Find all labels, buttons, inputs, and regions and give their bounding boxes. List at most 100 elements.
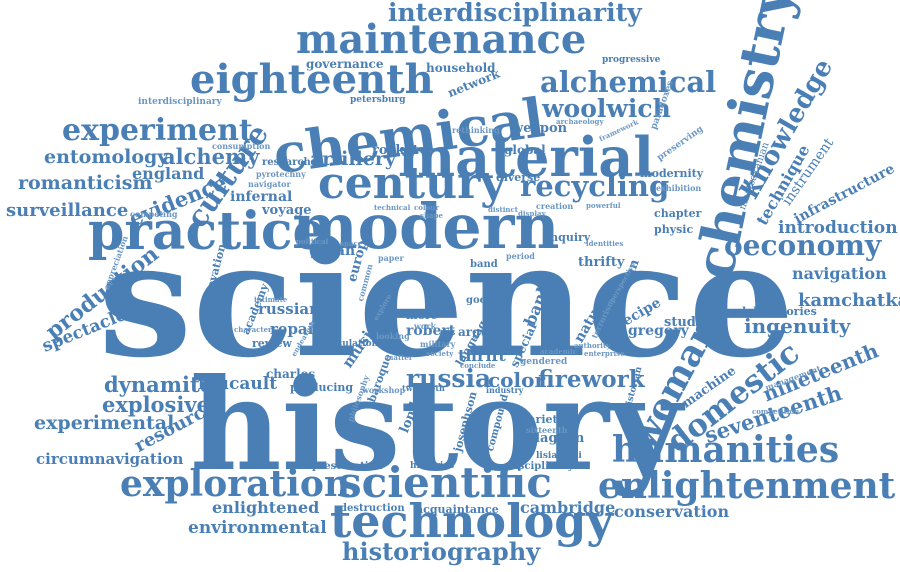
word-work: work [414,321,436,331]
word-conclude: conclude [460,361,496,370]
word-ingenuity: ingenuity [744,314,851,338]
word-chapter: chapter [654,207,702,220]
word-colour: colour [414,203,440,212]
word-recycling: recycling [520,169,670,203]
word-thrift: thrift [458,346,506,365]
word-archaeology: archaeology [556,117,604,126]
word-russia: russia [406,364,492,393]
word-cambridge: cambridge [520,498,616,517]
word-entomology: entomology [44,146,169,168]
word-review: review [252,337,292,350]
word-repair: repair [270,320,322,338]
word-band: band [470,259,498,270]
word-intimate: intimate [254,295,288,304]
word-infernal: infernal [230,189,293,205]
word-household: household [426,61,496,75]
word-diverse: diverse [496,171,541,184]
word-rethinking: rethinking [452,125,500,135]
word-sixteenth: sixteenth [526,425,568,435]
word-powerful: powerful [586,201,621,210]
word-practice: practice [88,201,326,262]
word-romanticism: romanticism [18,172,153,194]
word-period: period [506,251,535,261]
word-modern: modern [292,190,560,263]
word-weapon: weapon [512,121,568,136]
word-preservation: preservation [312,461,383,472]
word-enlightenment: enlightenment [598,465,896,507]
word-academic: academic [540,347,578,356]
word-histories: histories [410,461,455,471]
word-society: society [426,349,454,358]
word-voyage: voyage [262,203,312,218]
word-gregory: gregory [628,323,689,339]
word-matter: matter [386,353,413,362]
word-foucault: foucault [198,374,278,394]
word-more: more [406,309,438,322]
word-competing: competing [130,209,178,219]
word-experiment: experiment [62,113,253,148]
word-surveillance: surveillance [6,200,129,221]
word-history: history [190,351,683,499]
word-producing: producing [290,381,354,394]
word-explosive: explosive [102,392,210,417]
word-kamchatka: kamchatka [798,290,900,311]
word-paper: paper [378,253,404,263]
word-century: century [318,158,506,209]
word-introduction: introduction [778,218,898,238]
word-technical: technical [374,203,411,212]
word-alchemical: alchemical [540,65,717,99]
word-oeconomy: oeconomy [724,229,882,262]
word-dynamite: dynamite [104,372,214,397]
word-rocket: rocket [372,143,419,158]
word-maintenance: maintenance [296,16,587,63]
word-alchemy: alchemy [162,144,260,169]
word-political: political [296,237,329,246]
word-environmental: environmental [188,518,327,538]
word-variety: variety [522,413,564,426]
word-character: character [234,325,272,334]
word-exploration: exploration [120,463,351,505]
word-charles: charles [266,367,316,381]
word-england: england [132,164,205,183]
word-competition: competition [752,407,800,416]
word-historiography: historiography [342,537,541,566]
word-pyrotechny: pyrotechny [256,169,306,179]
word-enterprise: enterprise [584,349,625,358]
word-display: display [518,209,546,218]
word-experimental: experimental [34,412,175,434]
word-color: color [488,368,545,392]
word-thrifty: thrifty [578,255,625,270]
word-looking: looking [376,331,410,341]
word-authority: authority [574,341,611,350]
word-interdisciplinarity: interdisciplinarity [388,0,642,27]
word-workshop: workshop [362,385,406,395]
word-disciplinary: disciplinary [508,461,574,472]
word-russian: russian [258,300,321,318]
word-distinct: distinct [488,205,518,214]
word-destruction: destruction [340,503,405,514]
word-woolwich: woolwich [542,94,671,123]
word-studies: studies [664,315,717,330]
word-petersburg: petersburg [350,95,406,105]
word-gendered: gendered [520,357,568,367]
word-lisianskii: lisianskii [536,451,582,461]
word-circumnavigation: circumnavigation [36,450,184,468]
word-creation: creation [536,201,574,211]
word-research: research [262,157,311,168]
word-space: space [340,239,363,248]
word-physic: physic [654,223,694,236]
word-technology: technology [330,494,614,548]
word-firework: firework [538,366,645,393]
word-military: military [420,339,456,349]
word-scientific: scientific [338,458,552,507]
word-artillery: artillery [310,148,396,170]
word-governance: governance [306,57,384,71]
word-material: material [398,125,654,189]
word-inquiry: inquiry [546,231,591,244]
word-identities: identities [586,239,624,248]
word-humanities: humanities [612,429,840,471]
word-enlightened: enlightened [212,498,320,517]
word-preserving: preserving [655,124,706,164]
word-calculation: calculation [322,339,379,349]
word-laboratories: laboratories [742,305,817,318]
